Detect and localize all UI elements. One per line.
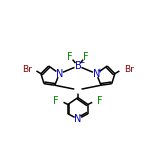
Text: N: N [56, 69, 63, 79]
Text: F: F [53, 96, 59, 106]
Circle shape [93, 98, 99, 104]
Circle shape [57, 98, 63, 104]
Text: B: B [74, 61, 81, 71]
Text: F: F [83, 52, 88, 62]
Text: −: − [78, 58, 84, 67]
Circle shape [67, 54, 73, 60]
Circle shape [75, 87, 81, 93]
Text: N: N [93, 69, 100, 79]
Text: Br: Br [22, 65, 32, 74]
Text: F: F [97, 96, 103, 106]
Text: N: N [74, 114, 82, 124]
Text: +: + [97, 68, 102, 74]
Circle shape [30, 66, 36, 72]
Circle shape [93, 71, 99, 77]
Circle shape [119, 66, 126, 72]
Circle shape [83, 54, 89, 60]
Circle shape [56, 71, 62, 77]
Circle shape [75, 116, 81, 122]
Text: Br: Br [124, 65, 134, 74]
Text: F: F [67, 52, 73, 62]
Circle shape [75, 63, 81, 69]
